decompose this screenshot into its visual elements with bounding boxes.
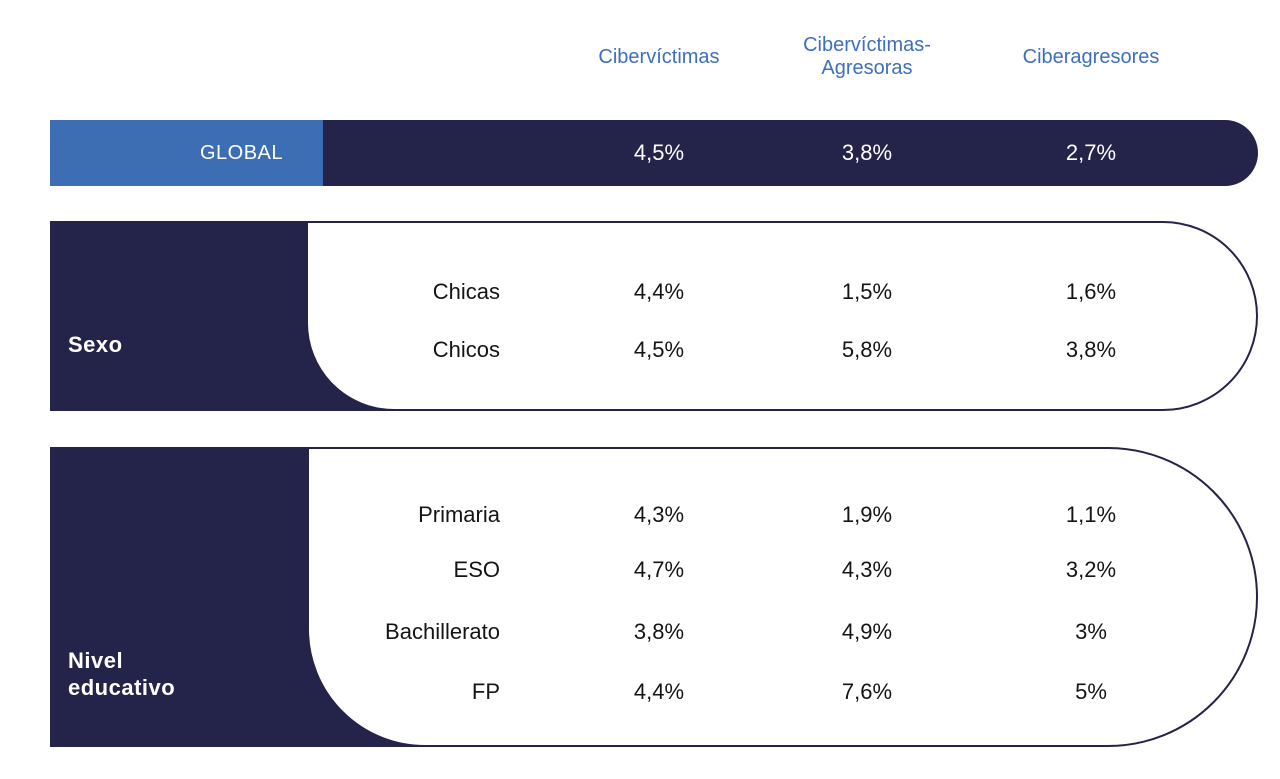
section-nivel-educativo: Nivel educativo Primaria 4,3% 1,9% 1,1% …: [50, 447, 1258, 747]
cell-value: 5,8%: [841, 337, 893, 362]
column-header-ciberagresores: Ciberagresores: [1022, 45, 1160, 68]
cell-value: 4,4%: [633, 279, 685, 304]
cell-value: 3%: [1075, 619, 1107, 644]
global-label: GLOBAL: [199, 141, 283, 164]
column-header-cibervictimas: Cibervíctimas: [598, 45, 720, 68]
table-row-eso: ESO 4,7% 4,3% 3,2%: [50, 555, 1258, 585]
row-label: Chicas: [432, 279, 500, 304]
section-sexo-label: Sexo: [68, 332, 123, 357]
cell-value: 3,2%: [1065, 557, 1117, 582]
cell-value: 1,5%: [841, 279, 893, 304]
column-header-cibervictimas-agresoras: Cibervíctimas- Agresoras: [803, 34, 931, 79]
cell-value: 3,8%: [1065, 337, 1117, 362]
cell-value: 4,3%: [841, 557, 893, 582]
row-label: Bachillerato: [385, 619, 500, 644]
section-sexo: Sexo Chicas 4,4% 1,5% 1,6% Chicos 4,5% 5…: [50, 221, 1258, 411]
row-label: Primaria: [418, 502, 500, 527]
global-value-cibervictimas-agresoras: 3,8%: [841, 140, 893, 165]
global-value-cibervictimas: 4,5%: [633, 140, 685, 165]
cell-value: 4,7%: [633, 557, 685, 582]
cell-value: 5%: [1075, 679, 1107, 704]
table-row-chicas: Chicas 4,4% 1,5% 1,6%: [50, 277, 1258, 307]
cell-value: 7,6%: [841, 679, 893, 704]
cell-value: 4,9%: [841, 619, 893, 644]
global-value-ciberagresores: 2,7%: [1065, 140, 1117, 165]
cell-value: 1,6%: [1065, 279, 1117, 304]
section-nivel-panel: [307, 447, 1258, 747]
cell-value: 1,1%: [1065, 502, 1117, 527]
global-row: GLOBAL 4,5% 3,8% 2,7%: [50, 120, 1258, 186]
cell-value: 3,8%: [633, 619, 685, 644]
row-label: FP: [471, 679, 500, 704]
table-row-primaria: Primaria 4,3% 1,9% 1,1%: [50, 500, 1258, 530]
section-sexo-panel: [306, 221, 1258, 411]
row-label: ESO: [453, 557, 500, 582]
cell-value: 4,5%: [633, 337, 685, 362]
row-label: Chicos: [432, 337, 500, 362]
table-row-bachillerato: Bachillerato 3,8% 4,9% 3%: [50, 617, 1258, 647]
table-row-chicos: Chicos 4,5% 5,8% 3,8%: [50, 335, 1258, 365]
section-nivel-label: Nivel educativo: [68, 648, 176, 700]
cell-value: 1,9%: [841, 502, 893, 527]
global-label-box: GLOBAL: [50, 120, 323, 186]
cell-value: 4,3%: [633, 502, 685, 527]
cell-value: 4,4%: [633, 679, 685, 704]
table-row-fp: FP 4,4% 7,6% 5%: [50, 677, 1258, 707]
